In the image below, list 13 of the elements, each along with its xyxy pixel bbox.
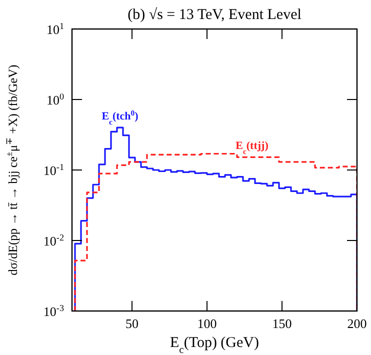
x-tick-label: 150 <box>272 316 292 331</box>
series-label: E$_{c}$(ttjj) <box>236 140 269 156</box>
x-tick-label: 100 <box>197 316 217 331</box>
chart-title: (b) √s = 13 TeV, Event Level <box>128 7 302 23</box>
y-tick-label: 10$^{-1}$ <box>43 162 64 178</box>
y-tick-label: 10$^{-2}$ <box>43 232 64 248</box>
x-axis-title: E$_{c}$(Top) (GeV) <box>170 335 260 355</box>
y-tick-label: 10$^{-3}$ <box>43 303 64 319</box>
y-tick-label: 10$^{1}$ <box>46 21 64 37</box>
x-tick-label: 200 <box>347 316 367 331</box>
y-tick-label: 10$^{0}$ <box>46 92 64 108</box>
series-label: E$_{c}$(tch$^{0}$) <box>102 108 139 126</box>
x-tick-label: 50 <box>126 316 138 331</box>
